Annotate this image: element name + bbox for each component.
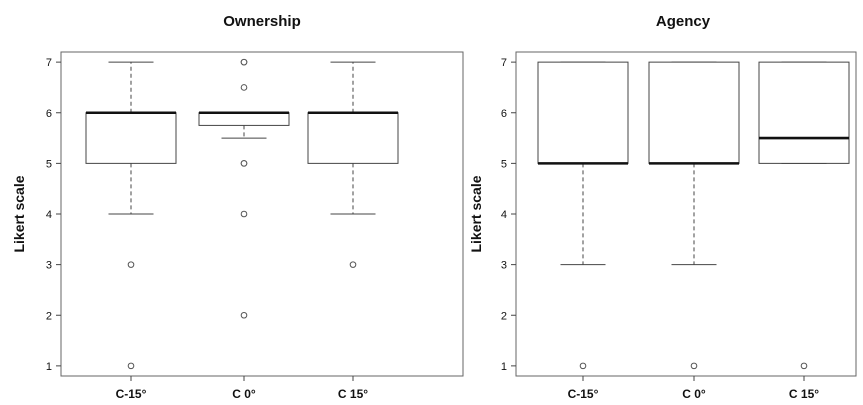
ownership-y-tick-label: 7 (46, 57, 52, 69)
agency-box-0 (537, 61, 629, 370)
agency-box-1 (648, 61, 740, 370)
outlier-point (690, 362, 698, 370)
ownership-y-tick-label: 3 (46, 260, 52, 272)
agency-y-tick-label: 1 (501, 361, 507, 373)
agency-y-tick-label: 6 (501, 108, 507, 120)
ownership-y-tick-label: 6 (46, 108, 52, 120)
agency-y-tick-label: 3 (501, 260, 507, 272)
ownership-y-tick-label: 1 (46, 361, 52, 373)
agency-y-tick-label: 4 (501, 209, 507, 221)
agency-y-tick-label: 5 (501, 158, 507, 170)
outlier-point (127, 261, 135, 268)
outlier-point (349, 261, 357, 268)
box-iqr (85, 112, 177, 164)
agency-title: Agency (656, 13, 711, 30)
agency-x-tick-label: C 15° (789, 387, 819, 401)
outlier-point (579, 362, 587, 370)
box-iqr (758, 61, 850, 164)
outlier-point (240, 160, 248, 167)
box-iqr (648, 61, 740, 164)
outlier-point (800, 362, 808, 370)
box-iqr (537, 61, 629, 164)
ownership-x-tick-label: C-15° (116, 387, 147, 401)
agency-y-tick-label: 2 (501, 310, 507, 322)
outlier-point (240, 58, 248, 66)
box-iqr (307, 112, 399, 164)
ownership-box-0 (85, 61, 177, 370)
outlier-point (240, 84, 248, 91)
outlier-point (240, 210, 248, 218)
ownership-title: Ownership (223, 13, 301, 30)
ownership-panel: Ownership Likert scale 1 2 3 4 5 6 7 C-15° C 0° C… (11, 13, 464, 401)
ownership-box-2 (307, 61, 399, 268)
agency-marks: 1 2 3 4 5 6 7 C-15° C 0° C 15° (501, 57, 850, 401)
outlier-point (240, 311, 248, 319)
ownership-y-tick-label: 2 (46, 310, 52, 322)
ownership-y-tick-label: 5 (46, 158, 52, 170)
ownership-marks: 1 2 3 4 5 6 7 C-15° C 0° C 15° (46, 57, 399, 401)
agency-panel: Agency Likert scale 1 2 3 4 5 6 7 C-15° C 0° C 15… (468, 13, 857, 401)
agency-y-axis-label: Likert scale (468, 175, 484, 252)
ownership-x-tick-label: C 15° (338, 387, 368, 401)
box-iqr (198, 112, 290, 126)
ownership-box-1 (198, 58, 290, 319)
outlier-point (127, 362, 135, 370)
ownership-y-tick-label: 4 (46, 209, 52, 221)
agency-y-tick-label: 7 (501, 57, 507, 69)
agency-box-2 (758, 61, 850, 370)
agency-x-tick-label: C 0° (682, 387, 706, 401)
agency-x-tick-label: C-15° (568, 387, 599, 401)
ownership-x-tick-label: C 0° (232, 387, 256, 401)
ownership-y-axis-label: Likert scale (11, 175, 27, 252)
